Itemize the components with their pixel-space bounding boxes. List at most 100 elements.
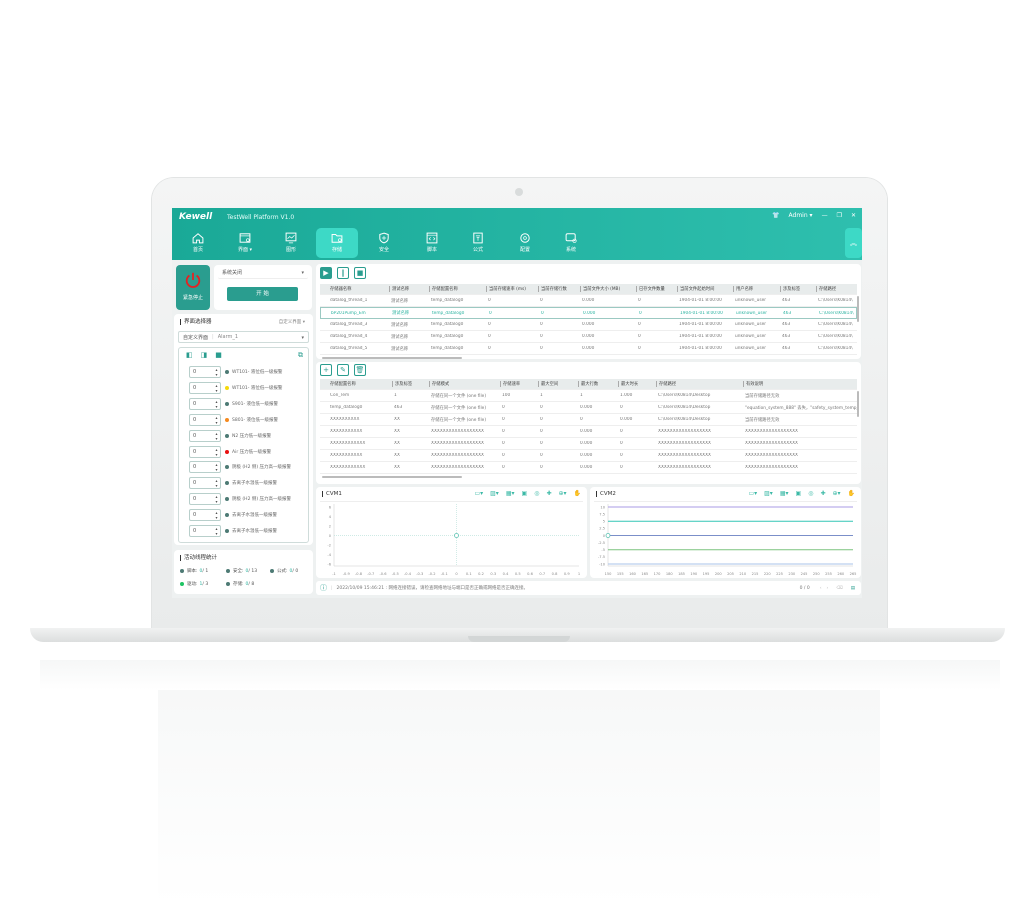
minimize-icon[interactable]: — (821, 212, 828, 219)
alarm-value-stepper[interactable]: 0 (189, 477, 221, 490)
pan-icon[interactable]: ✋ (573, 490, 581, 497)
stop-button[interactable]: ■ (354, 267, 366, 279)
image-icon[interactable]: ▨▾ (490, 490, 499, 497)
alarm-value-stepper[interactable]: 0 (189, 413, 221, 426)
table-row[interactable]: datalog_thread_3 测试名称 temp_datalog0 0 0 0.000… (320, 319, 857, 331)
column-header[interactable]: 测试名称 (389, 286, 429, 292)
prev-icon[interactable]: ‹ (819, 585, 822, 591)
column-header[interactable]: 最大空间 (538, 381, 578, 387)
user-menu[interactable]: Admin ▾ (788, 212, 813, 219)
nav-tab[interactable]: 脚本 (411, 228, 453, 258)
table-row[interactable]: temp_datalog0 463 存储在同一个文件 (one file) 0 0 0.0… (320, 402, 857, 414)
column-header[interactable]: 有效说明 (743, 381, 857, 387)
mode-select[interactable]: 自定义界面 ▾ (278, 320, 305, 325)
start-button[interactable]: 开 始 (227, 287, 298, 301)
pause-button[interactable]: ‖ (337, 267, 349, 279)
restore-icon[interactable]: ❐ (836, 212, 842, 219)
zoom-icon[interactable]: ⊕▾ (832, 490, 841, 497)
play-button[interactable]: ▶ (320, 267, 332, 279)
column-header[interactable]: 当前文件起始时间 (677, 286, 733, 292)
nav-tab[interactable]: 图形 (270, 228, 312, 258)
alarm-value-stepper[interactable]: 0 (189, 397, 221, 410)
image-icon[interactable]: ▨▾ (764, 490, 773, 497)
nav-tab[interactable]: 界面 ▾ (224, 228, 266, 258)
add-button[interactable]: + (320, 364, 332, 376)
alarm-value-stepper[interactable]: 0 (189, 509, 221, 522)
column-header[interactable]: 涉及标签 (392, 381, 429, 387)
shirt-icon[interactable]: 👕 (772, 212, 780, 219)
interface-select[interactable]: 自定义界面 | Alarm_1 ▾ (178, 331, 309, 343)
zoom-icon[interactable]: ⊕▾ (558, 490, 567, 497)
column-header[interactable]: 当前存储速率 (ms) (486, 286, 538, 292)
crosshair-icon[interactable]: ✚ (820, 490, 826, 497)
vertical-scrollbar[interactable] (857, 296, 859, 322)
settings-icon[interactable]: ◎ (808, 490, 814, 497)
data-icon[interactable]: ▣ (521, 490, 528, 497)
vertical-scrollbar[interactable] (857, 391, 859, 417)
system-state-select[interactable]: 系统关闭 ▾ (218, 267, 308, 279)
collapse-button[interactable]: ︽ (845, 228, 862, 258)
alarm-value-stepper[interactable]: 0 (189, 429, 221, 442)
chart-plot[interactable]: 150 155 160 165 170 180 185 190 195 200 205 210 215 2… (590, 487, 861, 578)
emergency-stop-button[interactable]: 紧急停止 (176, 265, 210, 310)
pan-icon[interactable]: ✋ (847, 490, 855, 497)
column-header[interactable]: 存储速率 (500, 381, 538, 387)
cursor-marker[interactable] (605, 533, 611, 538)
horizontal-scrollbar[interactable] (322, 357, 462, 359)
export-icon[interactable]: ⧉ (298, 351, 303, 359)
layout-left-icon[interactable]: ◧ (186, 351, 193, 359)
column-header[interactable]: 存储配置名称 (429, 286, 486, 292)
table-row[interactable]: Con_Tem 1 存储在同一个文件 (one file) 100 1 1 1.000 C:\… (320, 390, 857, 402)
table-row[interactable]: XXXXXXXXXXX XX XXXXXXXXXXXXXXXXXX 0 0 0.000 0 X… (320, 450, 857, 462)
column-header[interactable]: 用户名称 (733, 286, 780, 292)
alarm-value-stepper[interactable]: 0 (189, 493, 221, 506)
table-row[interactable]: XXXXXXXXXXXX XX XXXXXXXXXXXXXXXXXX 0 0 0.000 0… (320, 438, 857, 450)
nav-tab[interactable]: 安全 (363, 228, 405, 258)
clear-icon[interactable]: ⌫ (836, 585, 843, 591)
table-row[interactable]: datalog_thread_1 测试名称 temp_datalog0 0 0 0.000… (320, 295, 857, 307)
nav-tab[interactable]: 系统 (550, 228, 592, 258)
log-icon[interactable]: ▤ (850, 585, 855, 591)
data-icon[interactable]: ▣ (795, 490, 802, 497)
alarm-value-stepper[interactable]: 0 (189, 445, 221, 458)
column-header[interactable]: 存储路径 (816, 286, 857, 292)
nav-tab[interactable]: 存储 (316, 228, 358, 258)
column-header[interactable]: 最大行数 (578, 381, 618, 387)
column-header[interactable]: 存储模式 (429, 381, 500, 387)
layout-right-icon[interactable]: ◨ (200, 351, 208, 359)
nav-tab[interactable]: 首页 (177, 228, 219, 258)
export-icon[interactable]: ▦▾ (505, 490, 515, 497)
horizontal-scrollbar[interactable] (322, 476, 462, 478)
column-header[interactable]: 存储器名称 (330, 287, 352, 292)
crosshair-icon[interactable]: ✚ (546, 490, 552, 497)
table-row[interactable]: XXXXXXXXXX XX 存储在同一个文件 (one file) 0 0 0 0.000 C… (320, 414, 857, 426)
nav-tab[interactable]: 配置 (504, 228, 546, 258)
alarm-value-stepper[interactable]: 0 (189, 381, 221, 394)
column-header[interactable]: 当前文件大小 (MB) (580, 286, 636, 292)
monitor-icon[interactable]: ▭▾ (748, 490, 758, 497)
column-header[interactable]: 存储路径 (656, 381, 743, 387)
monitor-icon[interactable]: ▭▾ (474, 490, 484, 497)
alarm-value-stepper[interactable]: 0 (189, 525, 221, 537)
column-header[interactable]: 涉及标签 (780, 286, 816, 292)
close-icon[interactable]: ✕ (850, 212, 856, 219)
table-row[interactable]: datalog_thread_5 测试名称 temp_datalog0 0 0 0.000… (320, 343, 857, 355)
column-header[interactable]: 存储配置名称 (330, 382, 356, 387)
nav-tab[interactable]: 公式 (457, 228, 499, 258)
settings-icon[interactable]: ◎ (534, 490, 540, 497)
export-icon[interactable]: ▦▾ (779, 490, 789, 497)
edit-button[interactable]: ✎ (337, 364, 349, 376)
chart-plot[interactable]: -1 -0.9 -0.8 -0.7 -0.6 -0.5 -0.4 -0.3 -0.2 -0.1 0 0… (316, 487, 587, 578)
column-header[interactable]: 当前存储行数 (538, 286, 580, 292)
table-row[interactable]: datalog_thread_4 测试名称 temp_datalog0 0 0 0.000… (320, 331, 857, 343)
layout-full-icon[interactable]: ■ (215, 351, 222, 359)
table-row[interactable]: XXXXXXXXXXX XX XXXXXXXXXXXXXXXXXX 0 0 0.000 0 X… (320, 426, 857, 438)
column-header[interactable]: 最大时长 (618, 381, 656, 387)
alarm-value-stepper[interactable]: 0 (189, 461, 221, 474)
cursor-marker[interactable] (454, 533, 459, 538)
alarm-value-stepper[interactable]: 0 (189, 366, 221, 378)
column-header[interactable]: 已存文件数量 (636, 286, 677, 292)
table-row[interactable]: XXXXXXXXXXXX XX XXXXXXXXXXXXXXXXXX 0 0 0.000 0… (320, 462, 857, 474)
table-row[interactable]: bP201Pump_Em 测试名称 temp_datalog0 0 0 0.000 0 190… (320, 307, 857, 319)
next-icon[interactable]: › (826, 585, 829, 591)
